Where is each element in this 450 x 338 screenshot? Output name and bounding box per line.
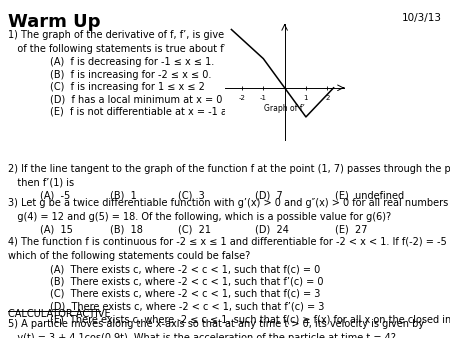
X-axis label: Graph of f’: Graph of f’ [264, 103, 305, 113]
Text: (D)  There exists c, where -2 < c < 1, such that f’(c) = 3: (D) There exists c, where -2 < c < 1, su… [50, 301, 324, 312]
Text: (C)  There exists c, where -2 < c < 1, such that f(c) = 3: (C) There exists c, where -2 < c < 1, su… [50, 289, 320, 299]
Text: (A)  There exists c, where -2 < c < 1, such that f(c) = 0: (A) There exists c, where -2 < c < 1, su… [50, 264, 320, 274]
Text: (E)  f is not differentiable at x = -1 and x = 1.: (E) f is not differentiable at x = -1 an… [50, 107, 272, 117]
Text: 3) Let g be a twice differentiable function with g’(x) > 0 and g″(x) > 0 for all: 3) Let g be a twice differentiable funct… [8, 198, 450, 222]
Text: (B)  1: (B) 1 [110, 190, 137, 200]
Text: (C)  21: (C) 21 [178, 225, 211, 235]
Text: (C)  3: (C) 3 [178, 190, 205, 200]
Text: (A)  -5: (A) -5 [40, 190, 70, 200]
Text: (D)  7: (D) 7 [255, 190, 283, 200]
Text: (D)  24: (D) 24 [255, 225, 289, 235]
Text: (B)  There exists c, where -2 < c < 1, such that f’(c) = 0: (B) There exists c, where -2 < c < 1, su… [50, 276, 324, 287]
Text: (B)  18: (B) 18 [110, 225, 143, 235]
Text: 1) The graph of the derivative of f, f’, is given. Which
   of the following sta: 1) The graph of the derivative of f, f’,… [8, 30, 267, 54]
Text: 10/3/13: 10/3/13 [402, 13, 442, 23]
Text: CALCULATOR ACTIVE: CALCULATOR ACTIVE [8, 309, 111, 319]
Text: (A)  15: (A) 15 [40, 225, 73, 235]
Text: Warm Up: Warm Up [8, 13, 100, 31]
Text: (E)  There exists c, where -2 ≤ c ≤ 1, such that f(c) ≥ f(x) for all x on the cl: (E) There exists c, where -2 ≤ c ≤ 1, su… [50, 314, 450, 324]
Text: 2) If the line tangent to the graph of the function f at the point (1, 7) passes: 2) If the line tangent to the graph of t… [8, 164, 450, 188]
Text: (E)  27: (E) 27 [335, 225, 368, 235]
Text: 4) The function f is continuous for -2 ≤ x ≤ 1 and differentiable for -2 < x < 1: 4) The function f is continuous for -2 ≤… [8, 237, 450, 261]
Text: 5) A particle moves along the x-axis so that at any time t > 0, its velocity is : 5) A particle moves along the x-axis so … [8, 319, 424, 338]
Text: (E)  undefined: (E) undefined [335, 190, 404, 200]
Text: (D)  f has a local minimum at x = 0: (D) f has a local minimum at x = 0 [50, 95, 222, 104]
Text: (C)  f is increasing for 1 ≤ x ≤ 2: (C) f is increasing for 1 ≤ x ≤ 2 [50, 82, 205, 92]
Text: (A)  f is decreasing for -1 ≤ x ≤ 1.: (A) f is decreasing for -1 ≤ x ≤ 1. [50, 57, 214, 67]
Text: (B)  f is increasing for -2 ≤ x ≤ 0.: (B) f is increasing for -2 ≤ x ≤ 0. [50, 70, 212, 79]
